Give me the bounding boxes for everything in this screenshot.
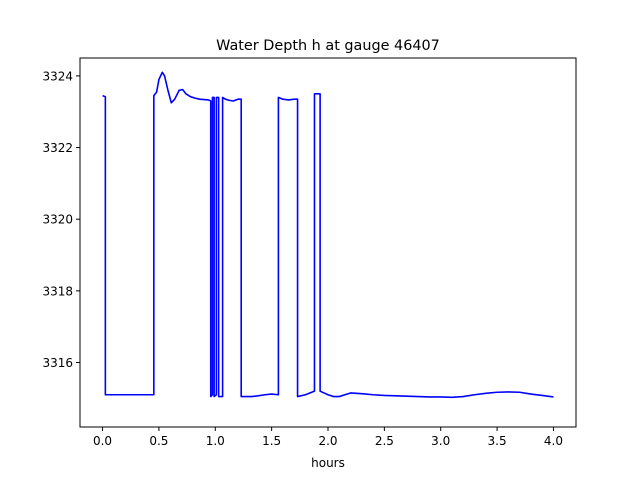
chart-title: Water Depth h at gauge 46407 (216, 38, 440, 54)
axes-frame (79, 57, 577, 428)
y-tick-label: 3324 (42, 69, 73, 83)
x-tick-label: 1.0 (206, 434, 225, 448)
x-tick-label: 2.0 (318, 434, 337, 448)
y-tick-label: 3318 (42, 284, 73, 298)
x-tick-label: 3.0 (431, 434, 450, 448)
series-line (102, 71, 554, 399)
x-tick-label: 3.5 (488, 434, 507, 448)
x-axis-label: hours (311, 456, 345, 470)
x-tick-label: 0.5 (149, 434, 168, 448)
x-tick-label: 4.0 (544, 434, 563, 448)
x-tick-label: 1.5 (262, 434, 281, 448)
y-tick-label: 3316 (42, 356, 73, 370)
y-tick-label: 3320 (42, 213, 73, 227)
x-tick-label: 0.0 (93, 434, 112, 448)
x-tick-label: 2.5 (375, 434, 394, 448)
plot-area: 0.0 0.5 1.0 1.5 2.0 2.5 3.0 3.5 4.0 3316 3318 3320 3… (42, 69, 563, 448)
y-tick-label: 3322 (42, 141, 73, 155)
